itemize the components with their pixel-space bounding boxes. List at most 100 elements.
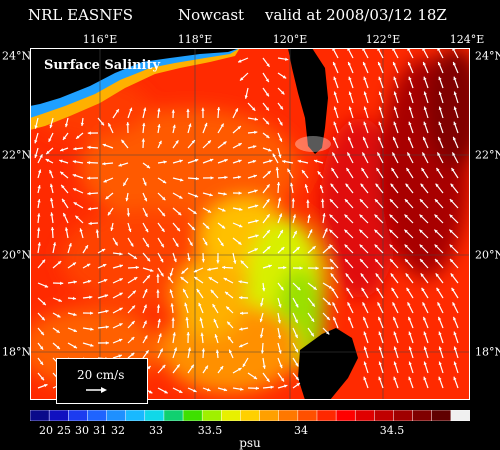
current-vector-head bbox=[194, 194, 199, 198]
current-vector-head bbox=[161, 228, 165, 232]
current-vector-head bbox=[363, 361, 367, 365]
current-vector-head bbox=[36, 227, 41, 231]
current-vector-head bbox=[253, 174, 257, 178]
current-vector-head bbox=[144, 335, 148, 339]
current-vector-head bbox=[255, 386, 259, 390]
map-svg bbox=[30, 48, 470, 400]
colorbar-tick-34: 34 bbox=[294, 424, 308, 437]
current-vector-head bbox=[58, 298, 62, 302]
current-vector-head bbox=[311, 303, 315, 307]
current-vector-head bbox=[233, 260, 237, 264]
current-vector-head bbox=[118, 338, 123, 342]
current-vector-head bbox=[294, 319, 298, 323]
current-vector-head bbox=[64, 123, 69, 128]
current-vector-head bbox=[123, 182, 127, 186]
current-vector-head bbox=[450, 273, 454, 277]
current-vector-head bbox=[267, 171, 271, 175]
current-vector-head bbox=[254, 248, 258, 252]
current-vector-head bbox=[423, 346, 427, 350]
current-vector-head bbox=[143, 320, 147, 325]
current-vector-head bbox=[360, 273, 364, 277]
current-vector-head bbox=[194, 277, 198, 281]
current-vector-head bbox=[392, 152, 396, 156]
current-vector-head bbox=[239, 327, 243, 331]
current-vector-head bbox=[191, 140, 195, 144]
current-vector-head bbox=[191, 226, 195, 231]
current-vector-head bbox=[132, 290, 136, 294]
current-vector-head bbox=[378, 136, 382, 141]
current-vector-head bbox=[313, 286, 317, 290]
current-vector-head bbox=[41, 316, 45, 321]
current-vector-head bbox=[144, 213, 148, 217]
current-vector-head bbox=[146, 275, 150, 279]
current-vector-head bbox=[344, 199, 349, 203]
current-vector-head bbox=[302, 170, 306, 174]
current-vector-head bbox=[45, 159, 50, 163]
current-vector-head bbox=[304, 184, 308, 188]
current-vector-head bbox=[278, 154, 282, 158]
current-vector-head bbox=[175, 243, 179, 247]
grid-lines bbox=[30, 48, 470, 400]
current-vector-head bbox=[254, 204, 259, 208]
current-vector-head bbox=[265, 121, 269, 125]
current-vector-head bbox=[266, 184, 270, 188]
current-vector-head bbox=[360, 259, 364, 263]
current-vector-head bbox=[393, 91, 397, 95]
current-vector-head bbox=[238, 224, 243, 228]
current-vector-head bbox=[238, 191, 242, 195]
current-vector-head bbox=[438, 136, 442, 141]
current-vector-head bbox=[171, 317, 175, 321]
current-vector-head bbox=[393, 331, 397, 336]
current-vector-head bbox=[201, 107, 205, 111]
current-vector-head bbox=[145, 228, 149, 233]
current-vector-head bbox=[105, 195, 109, 200]
current-vector-head bbox=[60, 148, 64, 152]
current-vector-head bbox=[348, 121, 352, 126]
current-vector-head bbox=[315, 266, 319, 270]
colorbar-swatch bbox=[335, 410, 356, 421]
current-vector-head bbox=[290, 182, 294, 187]
current-vector-head bbox=[422, 62, 426, 66]
current-vector-head bbox=[453, 121, 457, 126]
current-vector-head bbox=[209, 158, 214, 162]
current-vector-head bbox=[437, 302, 441, 306]
current-vector-head bbox=[419, 214, 423, 218]
current-vector-head bbox=[220, 242, 224, 247]
current-vector-head bbox=[363, 121, 367, 126]
current-vector-head bbox=[267, 246, 271, 250]
salinity-map bbox=[30, 48, 470, 400]
current-vector-head bbox=[294, 334, 298, 338]
current-vector-head bbox=[199, 317, 203, 321]
current-vector-head bbox=[268, 148, 272, 152]
current-vector-head bbox=[278, 350, 282, 354]
current-vector-head bbox=[37, 199, 41, 203]
current-vector-head bbox=[408, 91, 412, 95]
current-vector-head bbox=[179, 159, 183, 163]
current-vector-head bbox=[259, 334, 264, 338]
current-vector-head bbox=[237, 126, 241, 130]
current-vector-head bbox=[131, 321, 135, 325]
current-vector-head bbox=[222, 265, 226, 270]
current-vector-head bbox=[361, 287, 365, 292]
current-vector-head bbox=[330, 259, 334, 263]
current-vector-head bbox=[238, 241, 242, 245]
current-vector-head bbox=[333, 121, 337, 126]
colorbar-swatch bbox=[450, 410, 470, 421]
current-vector-head bbox=[87, 176, 91, 180]
current-vector-head bbox=[255, 234, 259, 238]
current-vector-head bbox=[363, 376, 367, 381]
current-vector-head bbox=[148, 390, 153, 394]
current-vector-head bbox=[262, 365, 266, 369]
current-vector-head bbox=[162, 180, 167, 184]
current-vector-head bbox=[150, 268, 154, 272]
current-vector-head bbox=[130, 243, 134, 247]
current-vector-head bbox=[265, 93, 269, 97]
current-vector-head bbox=[219, 366, 224, 370]
colorbar-tick-33: 33 bbox=[149, 424, 163, 437]
current-vector-head bbox=[223, 141, 227, 145]
current-vector-head bbox=[363, 76, 367, 81]
current-vector-head bbox=[393, 361, 397, 365]
current-vector-head bbox=[207, 140, 211, 144]
current-vector-head bbox=[254, 130, 258, 134]
current-vector-head bbox=[87, 279, 92, 284]
